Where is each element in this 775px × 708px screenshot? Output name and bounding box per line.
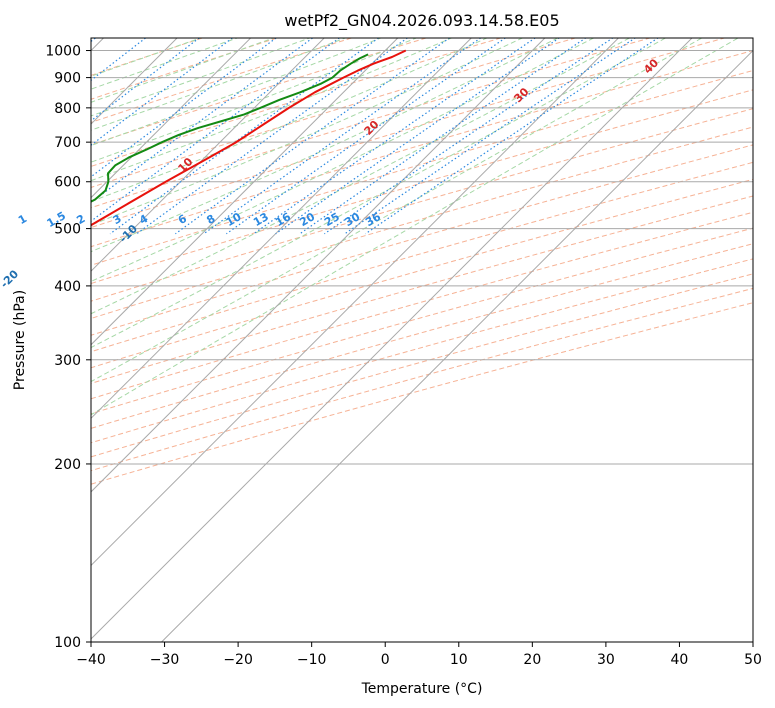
mixing-ratio-label: 1 (16, 212, 29, 227)
mixing-ratio-label: 25 (322, 210, 342, 229)
x-tick-label: 50 (744, 652, 762, 668)
mixing-ratio-line (91, 38, 314, 204)
dry-adiabat (91, 243, 753, 429)
mixing-ratio-line (109, 38, 380, 235)
dry-adiabat (91, 287, 753, 472)
dry-adiabat (91, 38, 652, 209)
axes-layer: −40 −30 −20 −10 0 10 20 30 40 50 100 200 300 400 500 60… (45, 44, 762, 668)
moist-adiabat (91, 38, 311, 117)
isotherm-line (91, 38, 620, 567)
dry-adiabat (91, 38, 577, 188)
dry-adiabat (91, 178, 753, 369)
dry-adiabat (91, 161, 753, 353)
mixing-ratio-line (91, 38, 201, 122)
sounding-line-layer (91, 49, 407, 227)
dry-adiabat (91, 49, 753, 248)
isotherm-line (91, 38, 693, 640)
x-tick-label: 40 (671, 652, 689, 668)
dry-adiabat (91, 227, 753, 415)
moist-adiabat-label: 10 (175, 155, 195, 175)
plot-frame (90, 37, 754, 643)
y-tick-label: 400 (54, 279, 81, 295)
moist-adiabat (91, 38, 631, 315)
dry-adiabat (91, 38, 354, 123)
moist-adiabat (91, 38, 740, 416)
y-tick-label: 600 (54, 175, 81, 191)
mixing-ratio-line (226, 38, 507, 235)
x-tick-label: −40 (76, 652, 106, 668)
x-tick-label: −20 (223, 652, 253, 668)
y-tick-label: 800 (54, 101, 81, 117)
moist-adiabat (91, 38, 203, 77)
dry-adiabat (91, 258, 753, 444)
chart-title: wetPf2_GN04.2026.093.14.58.E05 (284, 11, 559, 31)
y-tick-label: 500 (54, 222, 81, 238)
dry-adiabat (91, 38, 204, 76)
moist-adiabat-label: 40 (641, 56, 661, 76)
background-line-layer (91, 38, 753, 642)
mixing-ratio-line (91, 38, 234, 146)
mixing-ratio-line (91, 38, 278, 178)
x-tick-label: −10 (297, 652, 327, 668)
isotherm-line (91, 38, 325, 272)
mixing-ratio-label: 20 (297, 210, 317, 229)
isotherm-line (91, 38, 399, 346)
mixing-ratio-line (203, 38, 482, 235)
isotherm-line (91, 38, 178, 125)
mixing-ratio-line (275, 38, 561, 235)
mixing-ratio-label: 36 (363, 210, 383, 229)
x-tick-label: 20 (523, 652, 541, 668)
x-tick-label: 30 (597, 652, 615, 668)
y-tick-label: 100 (54, 635, 81, 651)
moist-adiabat (91, 38, 418, 163)
line-label-layer: -100-90-80-70-60-50-40-30-20-100.10.20.4… (0, 56, 661, 291)
isotherm-line (91, 38, 546, 493)
isotherm-line (160, 49, 753, 642)
mixing-ratio-line (91, 38, 97, 43)
dry-adiabat (91, 144, 753, 336)
moist-adiabat-label: 30 (511, 85, 531, 105)
dewpoint-line (91, 53, 369, 203)
moist-adiabat (91, 38, 524, 226)
mixing-ratio-line (324, 38, 614, 235)
y-axis-title: Pressure (hPa) (12, 290, 28, 390)
moist-adiabat-label: 20 (362, 118, 382, 138)
moist-adiabat (91, 38, 667, 349)
dry-adiabat (91, 195, 753, 384)
x-axis-title: Temperature (°C) (361, 681, 483, 697)
mixing-ratio-line (91, 38, 341, 222)
mixing-ratio-label: 3 (111, 212, 124, 227)
isotherm-label: -20 (0, 267, 21, 290)
mixing-ratio-line (136, 38, 409, 235)
dry-adiabat (91, 302, 753, 485)
moist-adiabat (91, 38, 239, 90)
moist-adiabat (91, 38, 453, 182)
dry-adiabat (91, 89, 753, 285)
isotherm-line (91, 38, 473, 420)
y-tick-label: 900 (54, 71, 81, 87)
moist-adiabat (91, 38, 489, 203)
x-tick-label: 10 (450, 652, 468, 668)
mixing-ratio-line (344, 38, 637, 235)
dry-adiabat (91, 38, 503, 167)
y-tick-label: 700 (54, 135, 81, 151)
x-tick-label: 0 (381, 652, 390, 668)
x-tick-label: −30 (150, 652, 180, 668)
y-tick-label: 300 (54, 353, 81, 369)
moist-adiabat (91, 38, 383, 147)
y-tick-label: 200 (54, 457, 81, 473)
temperature-line (91, 49, 407, 227)
mixing-ratio-label: 13 (251, 210, 271, 229)
dry-adiabat (91, 126, 753, 319)
isotherm-line (91, 38, 252, 199)
y-tick-label: 1000 (45, 44, 81, 60)
moist-adiabat (91, 38, 347, 131)
dry-adiabat (91, 69, 753, 266)
moist-adiabat (91, 38, 595, 282)
dry-adiabat (91, 273, 753, 458)
dry-adiabat (91, 108, 753, 302)
dry-adiabat (91, 211, 753, 400)
mixing-ratio-label: 6 (176, 212, 189, 227)
